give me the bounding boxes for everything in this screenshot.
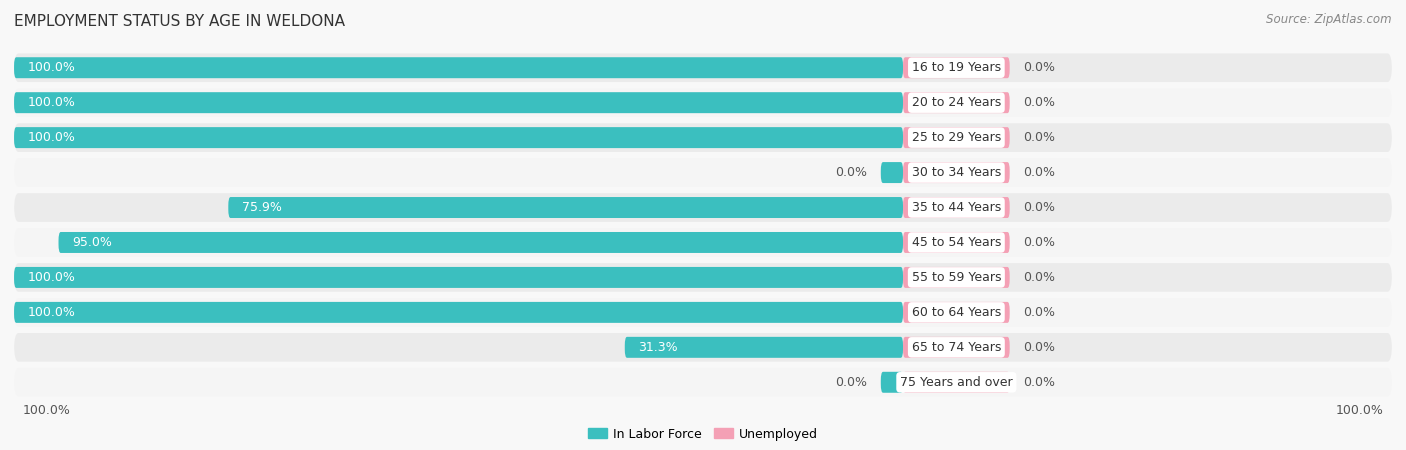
Text: 20 to 24 Years: 20 to 24 Years	[911, 96, 1001, 109]
Text: EMPLOYMENT STATUS BY AGE IN WELDONA: EMPLOYMENT STATUS BY AGE IN WELDONA	[14, 14, 344, 28]
FancyBboxPatch shape	[903, 267, 1010, 288]
FancyBboxPatch shape	[14, 92, 903, 113]
FancyBboxPatch shape	[14, 88, 1392, 117]
Text: 100.0%: 100.0%	[27, 131, 76, 144]
Text: 0.0%: 0.0%	[1024, 201, 1054, 214]
Text: 0.0%: 0.0%	[1024, 96, 1054, 109]
FancyBboxPatch shape	[14, 298, 1392, 327]
FancyBboxPatch shape	[14, 57, 903, 78]
FancyBboxPatch shape	[14, 127, 903, 148]
Legend: In Labor Force, Unemployed: In Labor Force, Unemployed	[583, 423, 823, 446]
Text: 31.3%: 31.3%	[638, 341, 678, 354]
FancyBboxPatch shape	[228, 197, 903, 218]
FancyBboxPatch shape	[14, 302, 903, 323]
FancyBboxPatch shape	[14, 263, 1392, 292]
Text: 75.9%: 75.9%	[242, 201, 281, 214]
FancyBboxPatch shape	[14, 158, 1392, 187]
Text: 95.0%: 95.0%	[72, 236, 111, 249]
FancyBboxPatch shape	[903, 232, 1010, 253]
Text: 0.0%: 0.0%	[1024, 131, 1054, 144]
FancyBboxPatch shape	[903, 197, 1010, 218]
FancyBboxPatch shape	[14, 368, 1392, 396]
Text: 65 to 74 Years: 65 to 74 Years	[911, 341, 1001, 354]
FancyBboxPatch shape	[903, 92, 1010, 113]
Text: 45 to 54 Years: 45 to 54 Years	[911, 236, 1001, 249]
FancyBboxPatch shape	[624, 337, 903, 358]
Text: 0.0%: 0.0%	[1024, 376, 1054, 389]
Text: 100.0%: 100.0%	[27, 306, 76, 319]
Text: 0.0%: 0.0%	[835, 376, 868, 389]
Text: 60 to 64 Years: 60 to 64 Years	[911, 306, 1001, 319]
Text: Source: ZipAtlas.com: Source: ZipAtlas.com	[1267, 14, 1392, 27]
Text: 55 to 59 Years: 55 to 59 Years	[911, 271, 1001, 284]
Text: 30 to 34 Years: 30 to 34 Years	[911, 166, 1001, 179]
FancyBboxPatch shape	[14, 228, 1392, 257]
FancyBboxPatch shape	[14, 193, 1392, 222]
Text: 35 to 44 Years: 35 to 44 Years	[911, 201, 1001, 214]
Text: 100.0%: 100.0%	[1336, 404, 1384, 417]
FancyBboxPatch shape	[14, 54, 1392, 82]
Text: 100.0%: 100.0%	[22, 404, 70, 417]
Text: 0.0%: 0.0%	[1024, 166, 1054, 179]
Text: 0.0%: 0.0%	[835, 166, 868, 179]
FancyBboxPatch shape	[903, 127, 1010, 148]
Text: 16 to 19 Years: 16 to 19 Years	[911, 61, 1001, 74]
Text: 0.0%: 0.0%	[1024, 236, 1054, 249]
Text: 100.0%: 100.0%	[27, 61, 76, 74]
FancyBboxPatch shape	[14, 333, 1392, 362]
Text: 100.0%: 100.0%	[27, 96, 76, 109]
Text: 0.0%: 0.0%	[1024, 306, 1054, 319]
FancyBboxPatch shape	[880, 372, 903, 393]
FancyBboxPatch shape	[14, 123, 1392, 152]
Text: 25 to 29 Years: 25 to 29 Years	[911, 131, 1001, 144]
Text: 0.0%: 0.0%	[1024, 341, 1054, 354]
Text: 75 Years and over: 75 Years and over	[900, 376, 1012, 389]
Text: 100.0%: 100.0%	[27, 271, 76, 284]
FancyBboxPatch shape	[59, 232, 903, 253]
FancyBboxPatch shape	[14, 267, 903, 288]
FancyBboxPatch shape	[903, 162, 1010, 183]
Text: 0.0%: 0.0%	[1024, 271, 1054, 284]
Text: 0.0%: 0.0%	[1024, 61, 1054, 74]
FancyBboxPatch shape	[903, 302, 1010, 323]
FancyBboxPatch shape	[880, 162, 903, 183]
FancyBboxPatch shape	[903, 337, 1010, 358]
FancyBboxPatch shape	[903, 372, 1010, 393]
FancyBboxPatch shape	[903, 57, 1010, 78]
